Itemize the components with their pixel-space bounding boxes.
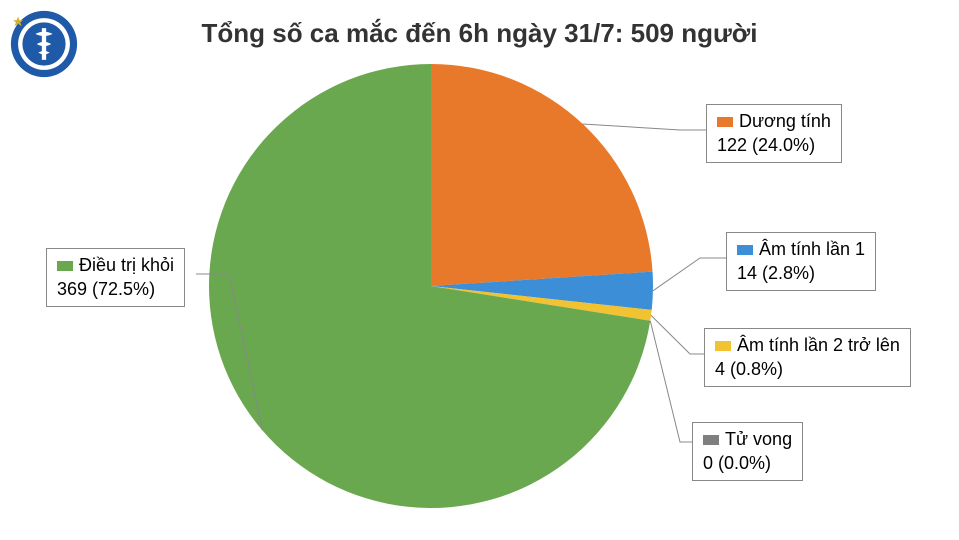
label-death-name: Tử vong: [725, 429, 792, 449]
label-recovered-value: 369 (72.5%): [57, 277, 174, 301]
label-positive-name: Dương tính: [739, 111, 831, 131]
label-death-value: 0 (0.0%): [703, 451, 792, 475]
pie-slice-positive: [431, 64, 653, 286]
label-neg1-name: Âm tính lần 1: [759, 239, 865, 259]
swatch-neg1-icon: [737, 245, 753, 255]
leader-neg1: [653, 258, 726, 291]
label-neg1: Âm tính lần 1 14 (2.8%): [726, 232, 876, 291]
label-death: Tử vong 0 (0.0%): [692, 422, 803, 481]
chart-title: Tổng số ca mắc đến 6h ngày 31/7: 509 ngư…: [0, 18, 959, 49]
swatch-positive-icon: [717, 117, 733, 127]
swatch-neg2-icon: [715, 341, 731, 351]
label-neg1-value: 14 (2.8%): [737, 261, 865, 285]
label-recovered: Điều trị khỏi 369 (72.5%): [46, 248, 185, 307]
label-positive: Dương tính 122 (24.0%): [706, 104, 842, 163]
pie-chart: [201, 56, 661, 516]
label-recovered-name: Điều trị khỏi: [79, 255, 174, 275]
label-neg2: Âm tính lần 2 trở lên 4 (0.8%): [704, 328, 911, 387]
swatch-recovered-icon: [57, 261, 73, 271]
label-neg2-name: Âm tính lần 2 trở lên: [737, 335, 900, 355]
label-positive-value: 122 (24.0%): [717, 133, 831, 157]
label-neg2-value: 4 (0.8%): [715, 357, 900, 381]
swatch-death-icon: [703, 435, 719, 445]
